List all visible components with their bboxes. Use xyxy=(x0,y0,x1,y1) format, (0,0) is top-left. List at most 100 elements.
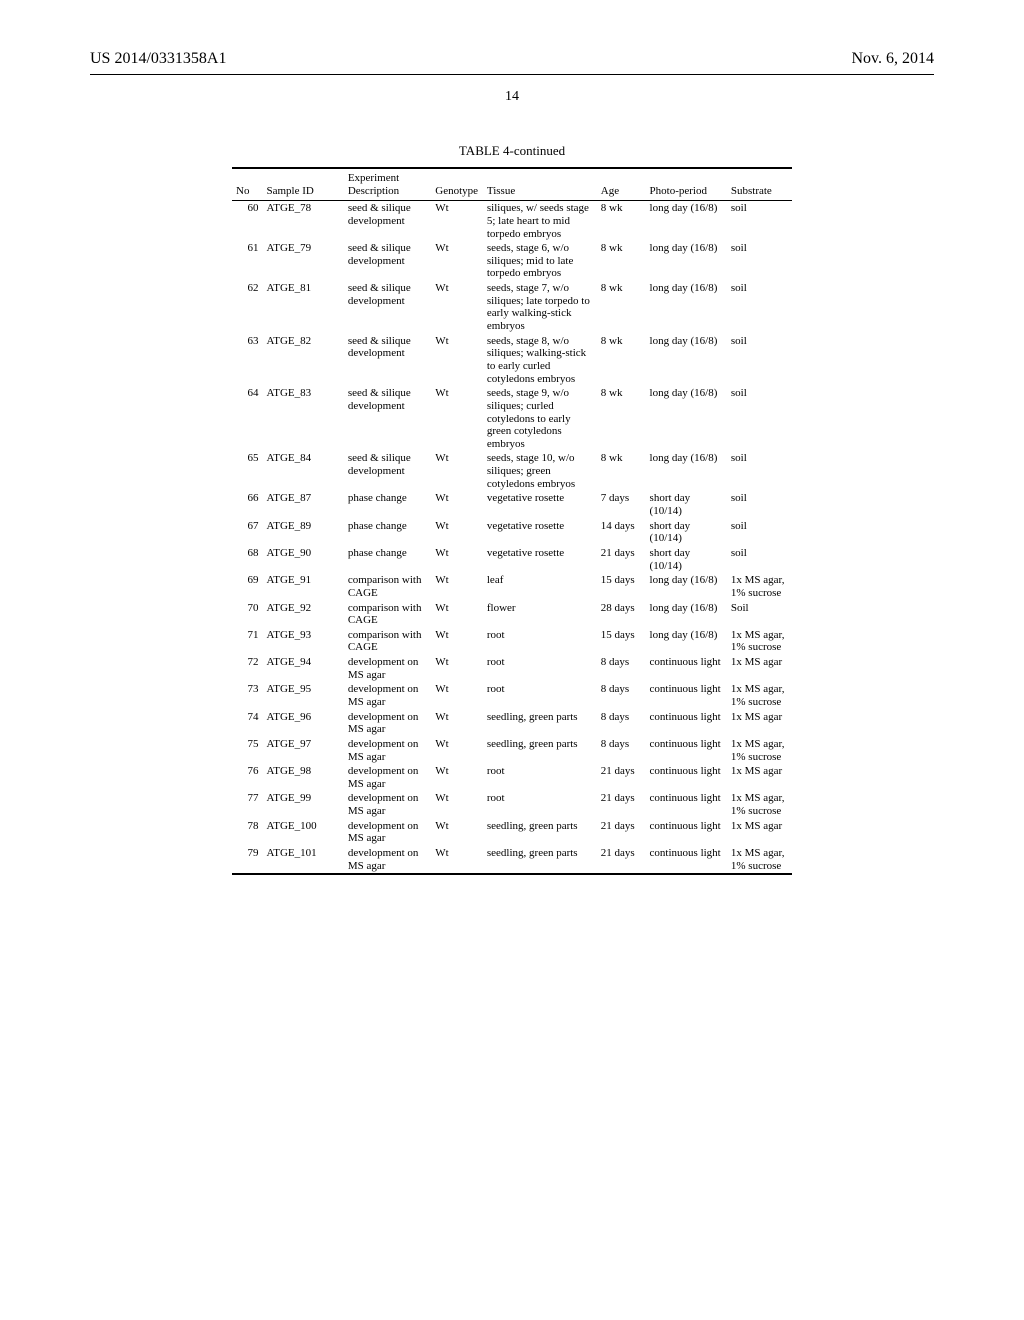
cell-photo: continuous light xyxy=(646,737,727,764)
cell-tissue: seeds, stage 10, w/o siliques; green cot… xyxy=(483,451,597,491)
table-row: 73ATGE_95development on MS agarWtroot8 d… xyxy=(232,682,792,709)
cell-tissue: root xyxy=(483,682,597,709)
cell-desc: development on MS agar xyxy=(344,737,431,764)
cell-age: 8 days xyxy=(597,655,646,682)
cell-geno: Wt xyxy=(431,737,483,764)
cell-geno: Wt xyxy=(431,519,483,546)
cell-sample: ATGE_95 xyxy=(263,682,344,709)
cell-sub: soil xyxy=(727,451,792,491)
cell-geno: Wt xyxy=(431,201,483,241)
table-row: 77ATGE_99development on MS agarWtroot21 … xyxy=(232,791,792,818)
cell-age: 21 days xyxy=(597,546,646,573)
cell-photo: short day (10/14) xyxy=(646,546,727,573)
table-row: 75ATGE_97development on MS agarWtseedlin… xyxy=(232,737,792,764)
cell-tissue: root xyxy=(483,655,597,682)
cell-age: 8 days xyxy=(597,710,646,737)
cell-photo: short day (10/14) xyxy=(646,491,727,518)
cell-sample: ATGE_84 xyxy=(263,451,344,491)
cell-photo: long day (16/8) xyxy=(646,573,727,600)
cell-sample: ATGE_91 xyxy=(263,573,344,600)
cell-photo: continuous light xyxy=(646,819,727,846)
cell-sub: Soil xyxy=(727,601,792,628)
cell-age: 8 wk xyxy=(597,281,646,334)
table-row: 65ATGE_84seed & silique developmentWtsee… xyxy=(232,451,792,491)
cell-sample: ATGE_96 xyxy=(263,710,344,737)
cell-photo: continuous light xyxy=(646,682,727,709)
table-row: 70ATGE_92comparison with CAGEWtflower28 … xyxy=(232,601,792,628)
cell-age: 8 wk xyxy=(597,241,646,281)
cell-desc: development on MS agar xyxy=(344,846,431,874)
table-row: 79ATGE_101development on MS agarWtseedli… xyxy=(232,846,792,874)
cell-no: 63 xyxy=(232,334,263,387)
cell-no: 60 xyxy=(232,201,263,241)
cell-geno: Wt xyxy=(431,655,483,682)
table-row: 68ATGE_90phase changeWtvegetative rosett… xyxy=(232,546,792,573)
cell-sub: 1x MS agar, 1% sucrose xyxy=(727,846,792,874)
cell-desc: development on MS agar xyxy=(344,710,431,737)
cell-photo: continuous light xyxy=(646,710,727,737)
cell-geno: Wt xyxy=(431,628,483,655)
cell-geno: Wt xyxy=(431,281,483,334)
cell-tissue: seeds, stage 7, w/o siliques; late torpe… xyxy=(483,281,597,334)
cell-photo: long day (16/8) xyxy=(646,241,727,281)
cell-sample: ATGE_79 xyxy=(263,241,344,281)
cell-sample: ATGE_81 xyxy=(263,281,344,334)
cell-sub: 1x MS agar xyxy=(727,655,792,682)
cell-desc: comparison with CAGE xyxy=(344,573,431,600)
col-photoperiod: Photo-period xyxy=(646,168,727,201)
table-caption: TABLE 4-continued xyxy=(90,143,934,159)
cell-age: 21 days xyxy=(597,764,646,791)
cell-sample: ATGE_92 xyxy=(263,601,344,628)
cell-desc: seed & silique development xyxy=(344,386,431,451)
cell-desc: seed & silique development xyxy=(344,281,431,334)
cell-tissue: seeds, stage 9, w/o siliques; curled cot… xyxy=(483,386,597,451)
cell-age: 7 days xyxy=(597,491,646,518)
cell-geno: Wt xyxy=(431,573,483,600)
cell-no: 69 xyxy=(232,573,263,600)
cell-no: 75 xyxy=(232,737,263,764)
cell-desc: comparison with CAGE xyxy=(344,601,431,628)
cell-geno: Wt xyxy=(431,710,483,737)
cell-geno: Wt xyxy=(431,241,483,281)
table-row: 60ATGE_78seed & silique developmentWtsil… xyxy=(232,201,792,241)
cell-photo: continuous light xyxy=(646,655,727,682)
cell-geno: Wt xyxy=(431,491,483,518)
table-row: 64ATGE_83seed & silique developmentWtsee… xyxy=(232,386,792,451)
cell-age: 15 days xyxy=(597,628,646,655)
col-sample-id: Sample ID xyxy=(263,168,344,201)
page-header: US 2014/0331358A1 Nov. 6, 2014 xyxy=(90,50,934,68)
table-row: 72ATGE_94development on MS agarWtroot8 d… xyxy=(232,655,792,682)
cell-no: 77 xyxy=(232,791,263,818)
page: US 2014/0331358A1 Nov. 6, 2014 14 TABLE … xyxy=(0,0,1024,1320)
cell-geno: Wt xyxy=(431,334,483,387)
cell-tissue: seeds, stage 6, w/o siliques; mid to lat… xyxy=(483,241,597,281)
cell-age: 8 wk xyxy=(597,386,646,451)
cell-photo: continuous light xyxy=(646,764,727,791)
cell-no: 65 xyxy=(232,451,263,491)
cell-sample: ATGE_100 xyxy=(263,819,344,846)
cell-sample: ATGE_94 xyxy=(263,655,344,682)
cell-sample: ATGE_87 xyxy=(263,491,344,518)
cell-age: 8 wk xyxy=(597,451,646,491)
cell-no: 72 xyxy=(232,655,263,682)
cell-desc: seed & silique development xyxy=(344,451,431,491)
cell-photo: short day (10/14) xyxy=(646,519,727,546)
cell-geno: Wt xyxy=(431,682,483,709)
cell-desc: seed & silique development xyxy=(344,241,431,281)
doc-date: Nov. 6, 2014 xyxy=(851,50,934,68)
cell-desc: development on MS agar xyxy=(344,764,431,791)
cell-sample: ATGE_89 xyxy=(263,519,344,546)
cell-geno: Wt xyxy=(431,791,483,818)
cell-no: 73 xyxy=(232,682,263,709)
cell-sample: ATGE_90 xyxy=(263,546,344,573)
cell-age: 14 days xyxy=(597,519,646,546)
cell-tissue: flower xyxy=(483,601,597,628)
cell-photo: long day (16/8) xyxy=(646,334,727,387)
cell-geno: Wt xyxy=(431,386,483,451)
cell-photo: long day (16/8) xyxy=(646,201,727,241)
cell-photo: continuous light xyxy=(646,846,727,874)
cell-age: 8 days xyxy=(597,682,646,709)
table-row: 67ATGE_89phase changeWtvegetative rosett… xyxy=(232,519,792,546)
cell-sample: ATGE_97 xyxy=(263,737,344,764)
cell-sample: ATGE_83 xyxy=(263,386,344,451)
